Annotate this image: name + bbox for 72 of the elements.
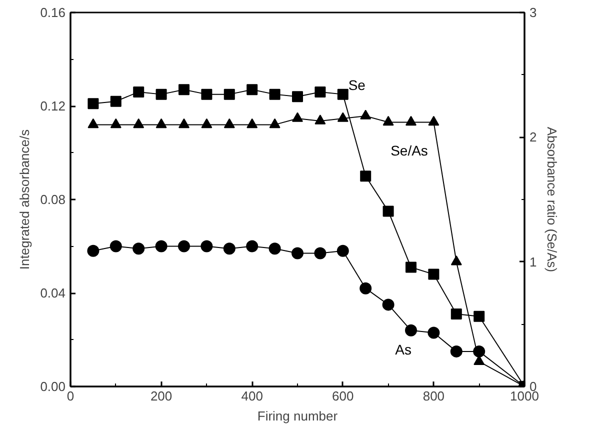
point — [224, 118, 235, 128]
point — [88, 118, 99, 128]
point — [110, 240, 122, 252]
point — [224, 88, 235, 100]
point — [428, 326, 440, 339]
point — [473, 345, 486, 358]
point — [223, 242, 236, 255]
point — [292, 247, 304, 260]
x-axis-title: Firing number — [257, 408, 338, 424]
point — [155, 240, 168, 252]
x-tick-label: 200 — [150, 388, 172, 404]
point — [178, 240, 190, 252]
point — [246, 84, 258, 96]
point — [87, 244, 100, 257]
point — [269, 118, 280, 128]
y-tick-label: 0.16 — [40, 5, 66, 20]
x-tick-label: 600 — [332, 388, 354, 404]
y2-axis-title: Absorbance ratio (Se/As) — [544, 126, 560, 272]
point — [88, 98, 99, 110]
point — [269, 88, 280, 100]
point — [268, 242, 281, 255]
series-label: Se/As — [390, 142, 428, 159]
point — [382, 206, 394, 217]
y2-tick-label: 2 — [530, 130, 537, 145]
point — [337, 112, 348, 122]
point — [360, 170, 372, 182]
point — [337, 88, 348, 100]
y2-tick-label: 1 — [530, 254, 537, 270]
point — [110, 96, 122, 107]
x-tick-label: 800 — [422, 388, 445, 404]
point — [428, 268, 440, 280]
point — [178, 84, 190, 96]
point — [405, 324, 417, 336]
point — [406, 116, 416, 126]
point — [178, 118, 190, 128]
point — [292, 112, 303, 122]
point — [336, 244, 349, 257]
point — [201, 118, 212, 128]
x-tick-label: 400 — [241, 388, 263, 404]
point — [156, 118, 167, 128]
point — [133, 86, 144, 98]
point — [382, 298, 394, 311]
point — [200, 240, 213, 252]
point — [314, 247, 326, 260]
point — [450, 308, 462, 320]
point — [360, 282, 372, 294]
y-axis-title: Integrated absorbance/s — [17, 128, 32, 270]
series-label: Se — [348, 77, 366, 94]
point — [406, 262, 416, 273]
point — [382, 116, 394, 126]
point — [450, 345, 462, 358]
x-tick-label: 0 — [66, 388, 74, 404]
point — [428, 116, 440, 126]
point — [314, 114, 326, 124]
y-tick-label: 0.08 — [40, 192, 66, 207]
point — [246, 118, 258, 128]
point — [474, 310, 485, 322]
y-tick-label: 0.04 — [40, 286, 66, 300]
y-tick-label: 0.00 — [40, 379, 66, 394]
point — [156, 88, 167, 100]
point — [246, 240, 258, 252]
y-tick-label: 0.12 — [40, 98, 66, 114]
series-label: As — [395, 341, 412, 358]
y2-tick-label: 3 — [530, 5, 537, 20]
point — [201, 88, 212, 100]
point — [450, 256, 462, 266]
point — [110, 118, 122, 128]
point — [133, 118, 144, 128]
point — [360, 110, 372, 120]
point — [314, 86, 326, 98]
point — [132, 242, 145, 255]
point — [292, 91, 303, 102]
